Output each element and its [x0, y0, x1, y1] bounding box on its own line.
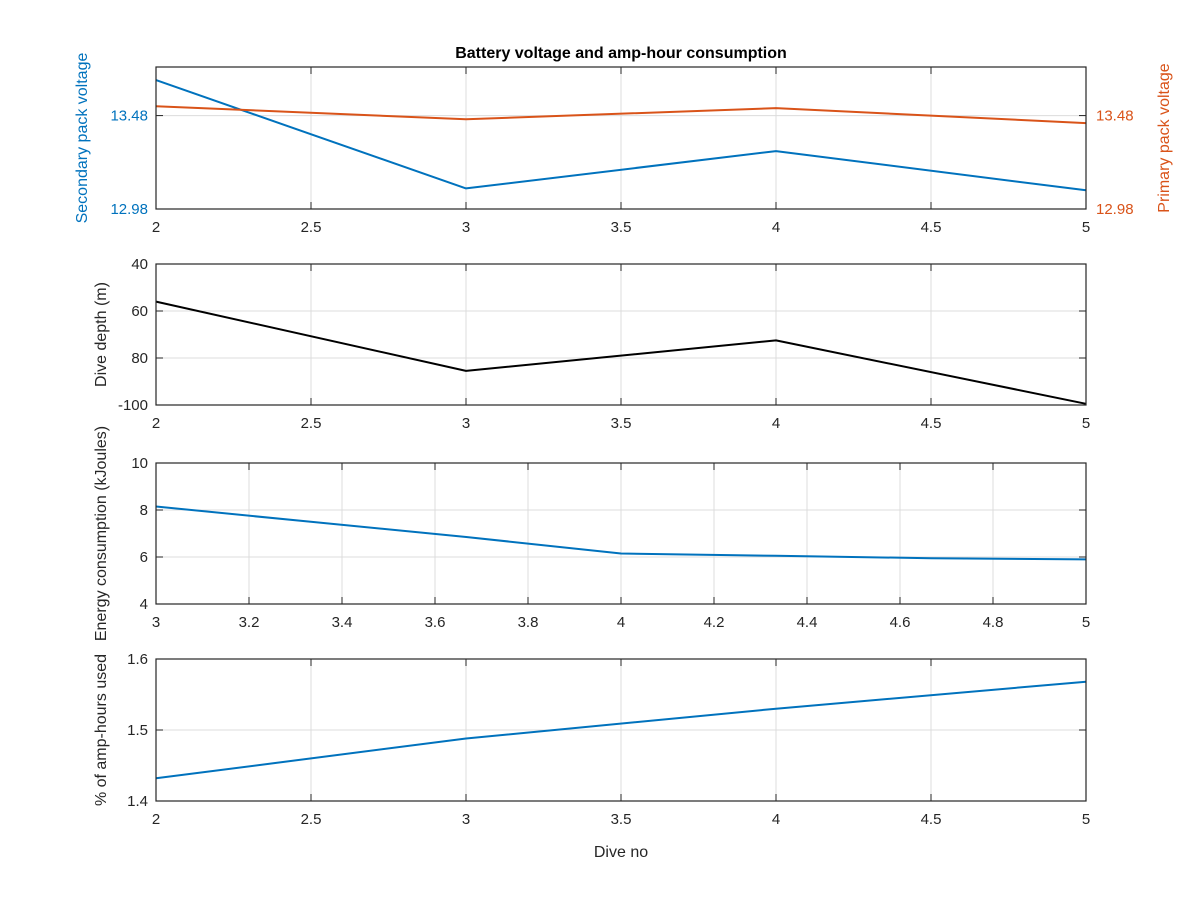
y-tick-label: 10 — [131, 455, 148, 472]
y2-tick-label: 13.48 — [1096, 108, 1134, 125]
series-line-1-2 — [155, 105, 1087, 125]
x-tick-label: 2 — [152, 219, 160, 236]
x-tick-label: 5 — [1082, 811, 1090, 828]
x-tick-label: 3.2 — [239, 614, 260, 631]
x-tick-label: 2 — [152, 415, 160, 432]
y-tick-label: 80 — [131, 350, 148, 367]
x-tick-label: 5 — [1082, 614, 1090, 631]
x-tick-label: 3 — [152, 614, 160, 631]
x-tick-label: 5 — [1082, 415, 1090, 432]
x-tick-label: 4.6 — [890, 614, 911, 631]
x-tick-label: 3 — [462, 415, 470, 432]
y-axis-label: % of amp-hours used — [93, 654, 110, 806]
x-tick-label: 4 — [772, 811, 780, 828]
y-tick-label: -100 — [118, 397, 148, 414]
y-tick-label: 12.98 — [110, 201, 148, 218]
y2-tick-label: 12.98 — [1096, 201, 1134, 218]
x-axis-label: Dive no — [594, 844, 648, 861]
y2-axis-label: Primary pack voltage — [1156, 63, 1173, 212]
y-tick-label: 6 — [140, 549, 148, 566]
x-tick-label: 3 — [462, 811, 470, 828]
x-tick-label: 4 — [772, 219, 780, 236]
x-tick-label: 3.8 — [518, 614, 539, 631]
y-tick-label: 1.4 — [127, 793, 148, 810]
x-tick-label: 3.5 — [611, 811, 632, 828]
y-tick-label: 40 — [131, 256, 148, 273]
x-tick-label: 2 — [152, 811, 160, 828]
x-tick-label: 4.8 — [983, 614, 1004, 631]
y-tick-label: 1.6 — [127, 651, 148, 668]
y-axis-label: Dive depth (m) — [93, 282, 110, 387]
y-tick-label: 60 — [131, 303, 148, 320]
y-tick-label: 4 — [140, 596, 148, 613]
y-axis-label: Secondary pack voltage — [74, 53, 91, 224]
x-tick-label: 4.5 — [921, 811, 942, 828]
y-tick-label: 8 — [140, 502, 148, 519]
y-tick-label: 13.48 — [110, 108, 148, 125]
x-tick-label: 3.5 — [611, 415, 632, 432]
series-line-4-1 — [155, 680, 1087, 780]
y-axis-label: Energy consumption (kJoules) — [93, 426, 110, 641]
x-tick-label: 3.5 — [611, 219, 632, 236]
series-line-3-1 — [155, 505, 1087, 561]
x-tick-label: 2.5 — [301, 811, 322, 828]
x-tick-label: 4 — [617, 614, 625, 631]
x-tick-label: 4.2 — [704, 614, 725, 631]
x-tick-label: 2.5 — [301, 219, 322, 236]
x-tick-label: 4.5 — [921, 219, 942, 236]
y-tick-label: 1.5 — [127, 722, 148, 739]
x-tick-label: 2.5 — [301, 415, 322, 432]
x-tick-label: 4 — [772, 415, 780, 432]
x-tick-label: 4.4 — [797, 614, 818, 631]
series-line-1-1 — [155, 79, 1087, 192]
series-line-2-1 — [155, 300, 1087, 405]
chart-title: Battery voltage and amp-hour consumption — [455, 45, 787, 62]
x-tick-label: 3.6 — [425, 614, 446, 631]
x-tick-label: 3 — [462, 219, 470, 236]
x-tick-label: 5 — [1082, 219, 1090, 236]
x-tick-label: 4.5 — [921, 415, 942, 432]
x-tick-label: 3.4 — [332, 614, 353, 631]
